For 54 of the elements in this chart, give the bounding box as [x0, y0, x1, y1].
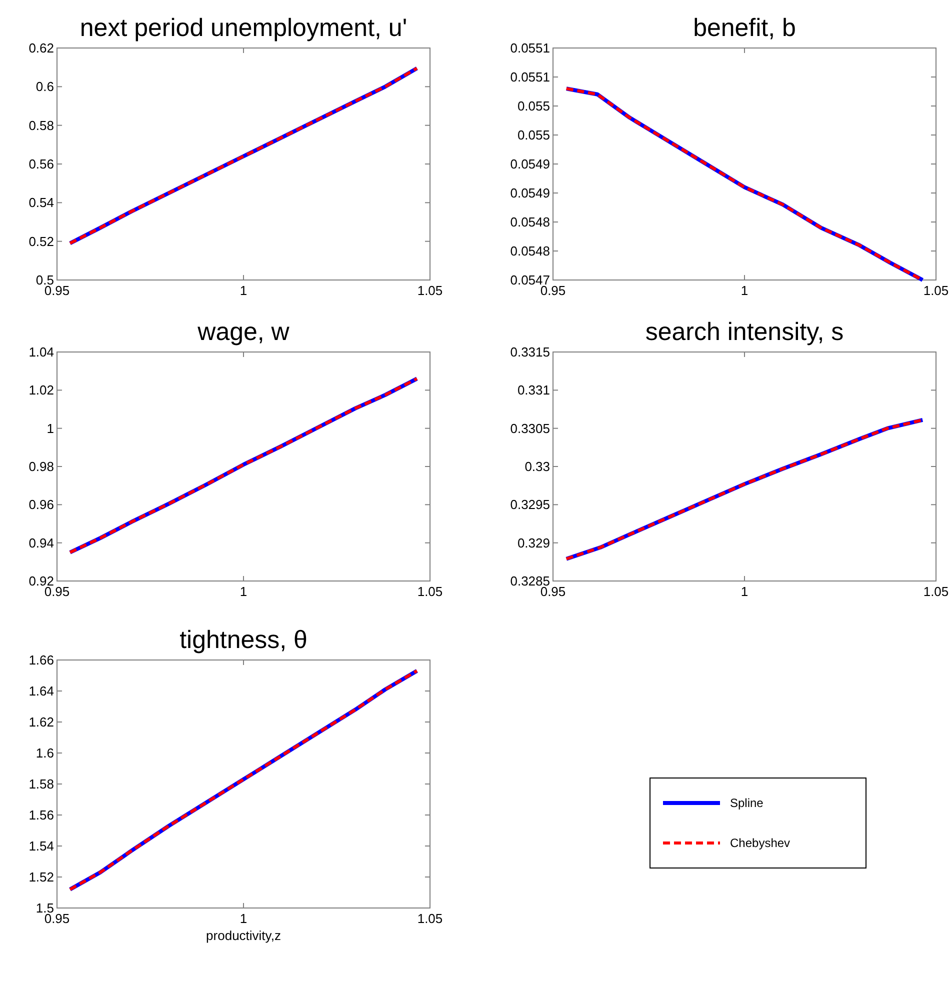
y-tick-label: 1.52	[28, 870, 54, 885]
x-tick-label: 1.05	[417, 283, 443, 298]
y-tick-label: 0.0551	[510, 70, 550, 85]
y-tick-label: 0.331	[517, 382, 550, 398]
x-tick-label: 1.05	[923, 584, 949, 599]
y-tick-label: 1.62	[28, 714, 54, 730]
y-tick-label: 0.56	[28, 156, 54, 172]
y-tick-label: 0.54	[28, 195, 54, 210]
y-tick-label: 0.3295	[510, 497, 550, 512]
x-tick-label: 1.05	[417, 911, 443, 926]
y-tick-label: 1.6	[36, 746, 54, 761]
x-tick-label: 1	[240, 911, 248, 926]
y-tick-label: 0.62	[28, 40, 54, 56]
y-tick-label: 1.66	[28, 652, 54, 668]
legend-label: Chebyshev	[730, 836, 790, 850]
y-tick-label: 1.58	[28, 776, 54, 792]
chart-title: tightness, θ	[180, 626, 308, 654]
y-tick-label: 0.33	[524, 459, 550, 474]
y-tick-label: 1.64	[28, 684, 54, 699]
chart-title: next period unemployment, u'	[80, 14, 408, 42]
y-tick-label: 0.3305	[510, 420, 550, 436]
x-tick-label: 1	[240, 584, 248, 599]
chart-title: search intensity, s	[645, 318, 844, 346]
x-tick-label: 1	[240, 283, 248, 298]
y-tick-label: 0.0548	[510, 214, 550, 230]
x-axis-title: productivity,z	[206, 928, 281, 943]
x-tick-label: 1	[740, 283, 748, 298]
y-tick-label: 0.52	[28, 234, 54, 249]
y-tick-label: 1.02	[28, 382, 54, 398]
y-tick-label: 0.98	[28, 459, 54, 474]
legend-label: Spline	[730, 796, 764, 810]
chart-title: wage, w	[196, 318, 290, 346]
y-tick-label: 0.6	[36, 79, 54, 94]
x-tick-label: 1	[740, 584, 748, 599]
y-tick-label: 0.58	[28, 118, 54, 133]
y-tick-label: 0.055	[517, 98, 550, 114]
y-tick-label: 0.96	[28, 497, 54, 512]
y-tick-label: 0.3315	[510, 344, 550, 360]
x-tick-label: 1.05	[923, 283, 949, 298]
y-tick-label: 0.0551	[510, 40, 550, 56]
x-tick-label: 1.05	[417, 584, 443, 599]
y-tick-label: 0.329	[517, 535, 550, 550]
y-tick-label: 1.04	[28, 344, 54, 360]
y-tick-label: 0.0549	[510, 156, 550, 172]
chart-title: benefit, b	[693, 14, 796, 42]
y-tick-label: 0.0549	[510, 186, 550, 201]
y-tick-label: 1.56	[28, 808, 54, 823]
y-tick-label: 0.0548	[510, 244, 550, 259]
y-tick-label: 1.54	[28, 838, 54, 854]
y-tick-label: 0.94	[28, 535, 54, 550]
y-tick-label: 0.055	[517, 128, 550, 143]
x-tick-label: 0.95	[540, 283, 566, 298]
y-tick-label: 1	[46, 420, 54, 436]
x-tick-label: 0.95	[44, 584, 70, 599]
